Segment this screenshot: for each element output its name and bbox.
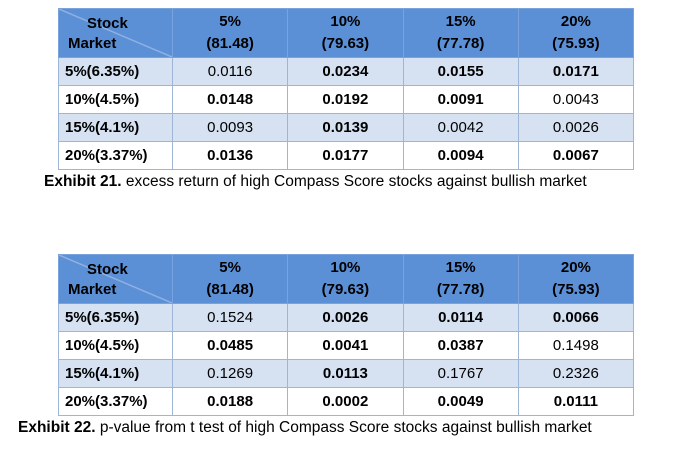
caption-label: Exhibit 21. [44, 173, 122, 190]
table-cell: 0.0002 [287, 387, 404, 416]
table-cell: 0.0155 [402, 57, 519, 86]
row-label: 10%(4.5%) [58, 85, 173, 114]
corner-diagonal-line [59, 9, 172, 57]
table-cell: 0.0387 [402, 331, 519, 360]
table-cell: 0.0113 [287, 359, 404, 388]
corner-stock-label: Stock [87, 261, 128, 278]
table-cell: 0.0043 [517, 85, 635, 114]
table-cell: 0.1767 [402, 359, 519, 388]
caption-text: excess return of high Compass Score stoc… [121, 173, 587, 190]
table-cell: 0.0067 [517, 141, 635, 170]
column-score: (77.78) [436, 35, 485, 52]
row-label: 20%(3.37%) [58, 387, 173, 416]
table-cell: 0.0091 [402, 85, 519, 114]
table-cell: 0.0177 [287, 141, 404, 170]
column-pct: 20% [560, 259, 591, 276]
column-pct: 20% [560, 13, 591, 30]
column-score: (75.93) [552, 281, 600, 298]
table-header-row: Stock Market 5% (81.48) 10% (79.63) 15% (77… [58, 8, 635, 58]
table-header-row: Stock Market 5% (81.48) 10% (79.63) 15% (77… [58, 254, 635, 304]
caption-label: Exhibit 22. [18, 419, 96, 436]
table-cell: 0.1269 [171, 359, 289, 388]
column-pct: 5% [219, 259, 241, 276]
column-score: (79.63) [321, 281, 370, 298]
row-label: 10%(4.5%) [58, 331, 173, 360]
table-cell: 0.1498 [517, 331, 635, 360]
column-score: (81.48) [206, 35, 254, 52]
table-row: 20%(3.37%) 0.0136 0.0177 0.0094 0.0067 [58, 141, 635, 170]
table-cell: 0.0188 [171, 387, 289, 416]
column-score: (77.78) [436, 281, 485, 298]
row-label: 5%(6.35%) [58, 303, 173, 332]
column-header: 20% (75.93) [517, 8, 635, 58]
caption-text: p-value from t test of high Compass Scor… [95, 419, 592, 436]
table-cell: 0.0136 [171, 141, 289, 170]
exhibit-caption: Exhibit 22. p-value from t test of high … [18, 419, 634, 437]
table-row: 15%(4.1%) 0.1269 0.0113 0.1767 0.2326 [58, 359, 635, 388]
table-cell: 0.0026 [287, 303, 404, 332]
column-header: 5% (81.48) [171, 8, 289, 58]
exhibit-caption: Exhibit 21. excess return of high Compas… [44, 173, 634, 191]
table-cell: 0.0171 [517, 57, 635, 86]
table-row: 5%(6.35%) 0.0116 0.0234 0.0155 0.0171 [58, 57, 635, 86]
table-cell: 0.0093 [171, 113, 289, 142]
column-pct: 10% [330, 259, 361, 276]
table-cell: 0.0041 [287, 331, 404, 360]
table-row: 10%(4.5%) 0.0148 0.0192 0.0091 0.0043 [58, 85, 635, 114]
table-cell: 0.0111 [517, 387, 635, 416]
corner-diagonal-line [59, 255, 172, 303]
column-header: 10% (79.63) [287, 8, 404, 58]
table-cell: 0.0148 [171, 85, 289, 114]
column-score: (81.48) [206, 281, 254, 298]
table-cell: 0.0234 [287, 57, 404, 86]
column-pct: 5% [219, 13, 241, 30]
row-label: 15%(4.1%) [58, 359, 173, 388]
column-pct: 10% [330, 13, 361, 30]
column-score: (75.93) [552, 35, 600, 52]
table-cell: 0.0192 [287, 85, 404, 114]
table-cell: 0.0485 [171, 331, 289, 360]
column-header: 15% (77.78) [402, 254, 519, 304]
table-row: 15%(4.1%) 0.0093 0.0139 0.0042 0.0026 [58, 113, 635, 142]
table-cell: 0.1524 [171, 303, 289, 332]
row-label: 20%(3.37%) [58, 141, 173, 170]
table-cell: 0.2326 [517, 359, 635, 388]
table-cell: 0.0094 [402, 141, 519, 170]
corner-market-label: Market [68, 281, 117, 298]
corner-stock-label: Stock [87, 15, 128, 32]
table-cell: 0.0139 [287, 113, 404, 142]
table-cell: 0.0066 [517, 303, 635, 332]
table-cell: 0.0042 [402, 113, 519, 142]
table-cell: 0.0049 [402, 387, 519, 416]
exhibit-21: Stock Market 5% (81.48) 10% (79.63) 15% (77… [44, 8, 635, 191]
table-cell: 0.0026 [517, 113, 635, 142]
column-score: (79.63) [321, 35, 370, 52]
column-pct: 15% [445, 259, 476, 276]
column-pct: 15% [445, 13, 476, 30]
column-header: 5% (81.48) [171, 254, 289, 304]
table-row: 10%(4.5%) 0.0485 0.0041 0.0387 0.1498 [58, 331, 635, 360]
table-cell: 0.0114 [402, 303, 519, 332]
table-row: 5%(6.35%) 0.1524 0.0026 0.0114 0.0066 [58, 303, 635, 332]
corner-header-cell: Stock Market [58, 254, 173, 304]
corner-header-cell: Stock Market [58, 8, 173, 58]
table-cell: 0.0116 [171, 57, 289, 86]
excess-return-table: Stock Market 5% (81.48) 10% (79.63) 15% (77… [58, 8, 635, 170]
column-header: 15% (77.78) [402, 8, 519, 58]
table-row: 20%(3.37%) 0.0188 0.0002 0.0049 0.0111 [58, 387, 635, 416]
row-label: 5%(6.35%) [58, 57, 173, 86]
corner-market-label: Market [68, 35, 117, 52]
exhibit-22: Stock Market 5% (81.48) 10% (79.63) 15% (77… [18, 254, 635, 437]
row-label: 15%(4.1%) [58, 113, 173, 142]
p-value-table: Stock Market 5% (81.48) 10% (79.63) 15% (77… [58, 254, 635, 416]
column-header: 10% (79.63) [287, 254, 404, 304]
column-header: 20% (75.93) [517, 254, 635, 304]
